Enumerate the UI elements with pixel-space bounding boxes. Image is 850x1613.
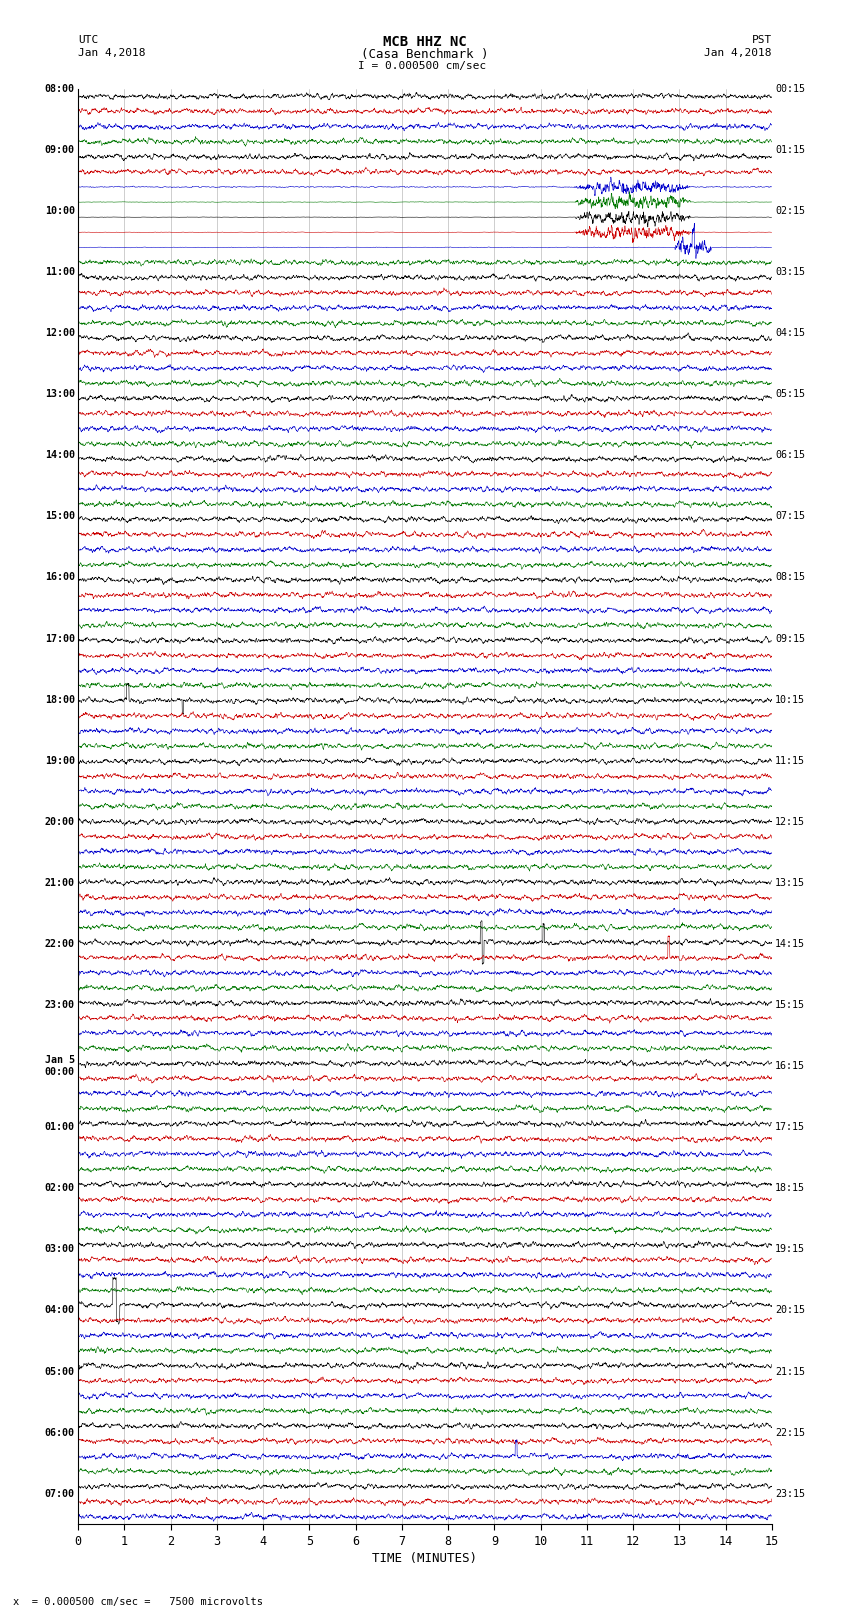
Text: 11:15: 11:15 xyxy=(775,755,805,766)
Text: 16:15: 16:15 xyxy=(775,1061,805,1071)
Text: UTC: UTC xyxy=(78,35,99,45)
X-axis label: TIME (MINUTES): TIME (MINUTES) xyxy=(372,1552,478,1565)
Text: 18:00: 18:00 xyxy=(45,695,75,705)
Text: 20:15: 20:15 xyxy=(775,1305,805,1316)
Text: Jan 4,2018: Jan 4,2018 xyxy=(705,48,772,58)
Text: 17:15: 17:15 xyxy=(775,1123,805,1132)
Text: 03:00: 03:00 xyxy=(45,1244,75,1255)
Text: 18:15: 18:15 xyxy=(775,1184,805,1194)
Text: 17:00: 17:00 xyxy=(45,634,75,644)
Text: I = 0.000500 cm/sec: I = 0.000500 cm/sec xyxy=(359,61,486,71)
Text: 22:00: 22:00 xyxy=(45,939,75,948)
Text: 08:00: 08:00 xyxy=(45,84,75,94)
Text: 07:00: 07:00 xyxy=(45,1489,75,1498)
Text: 11:00: 11:00 xyxy=(45,268,75,277)
Text: 12:00: 12:00 xyxy=(45,327,75,339)
Text: MCB HHZ NC: MCB HHZ NC xyxy=(383,35,467,50)
Text: 09:00: 09:00 xyxy=(45,145,75,155)
Text: 06:15: 06:15 xyxy=(775,450,805,460)
Text: 10:00: 10:00 xyxy=(45,206,75,216)
Text: 02:15: 02:15 xyxy=(775,206,805,216)
Text: 07:15: 07:15 xyxy=(775,511,805,521)
Text: 05:15: 05:15 xyxy=(775,389,805,398)
Text: 14:00: 14:00 xyxy=(45,450,75,460)
Text: 00:15: 00:15 xyxy=(775,84,805,94)
Text: 19:15: 19:15 xyxy=(775,1244,805,1255)
Text: 21:15: 21:15 xyxy=(775,1366,805,1376)
Text: 12:15: 12:15 xyxy=(775,816,805,827)
Text: Jan 4,2018: Jan 4,2018 xyxy=(78,48,145,58)
Text: 05:00: 05:00 xyxy=(45,1366,75,1376)
Text: PST: PST xyxy=(751,35,772,45)
Text: 08:15: 08:15 xyxy=(775,573,805,582)
Text: 04:00: 04:00 xyxy=(45,1305,75,1316)
Text: 02:00: 02:00 xyxy=(45,1184,75,1194)
Text: 06:00: 06:00 xyxy=(45,1428,75,1437)
Text: 09:15: 09:15 xyxy=(775,634,805,644)
Text: 13:15: 13:15 xyxy=(775,877,805,887)
Text: Jan 5
00:00: Jan 5 00:00 xyxy=(45,1055,75,1077)
Text: x  = 0.000500 cm/sec =   7500 microvolts: x = 0.000500 cm/sec = 7500 microvolts xyxy=(13,1597,263,1607)
Text: 01:15: 01:15 xyxy=(775,145,805,155)
Text: 03:15: 03:15 xyxy=(775,268,805,277)
Text: 01:00: 01:00 xyxy=(45,1123,75,1132)
Text: 13:00: 13:00 xyxy=(45,389,75,398)
Text: 20:00: 20:00 xyxy=(45,816,75,827)
Text: 23:15: 23:15 xyxy=(775,1489,805,1498)
Text: 04:15: 04:15 xyxy=(775,327,805,339)
Text: 21:00: 21:00 xyxy=(45,877,75,887)
Text: 10:15: 10:15 xyxy=(775,695,805,705)
Text: 23:00: 23:00 xyxy=(45,1000,75,1010)
Text: 19:00: 19:00 xyxy=(45,755,75,766)
Text: 14:15: 14:15 xyxy=(775,939,805,948)
Text: 15:00: 15:00 xyxy=(45,511,75,521)
Text: 22:15: 22:15 xyxy=(775,1428,805,1437)
Text: (Casa Benchmark ): (Casa Benchmark ) xyxy=(361,48,489,61)
Text: 16:00: 16:00 xyxy=(45,573,75,582)
Text: 15:15: 15:15 xyxy=(775,1000,805,1010)
